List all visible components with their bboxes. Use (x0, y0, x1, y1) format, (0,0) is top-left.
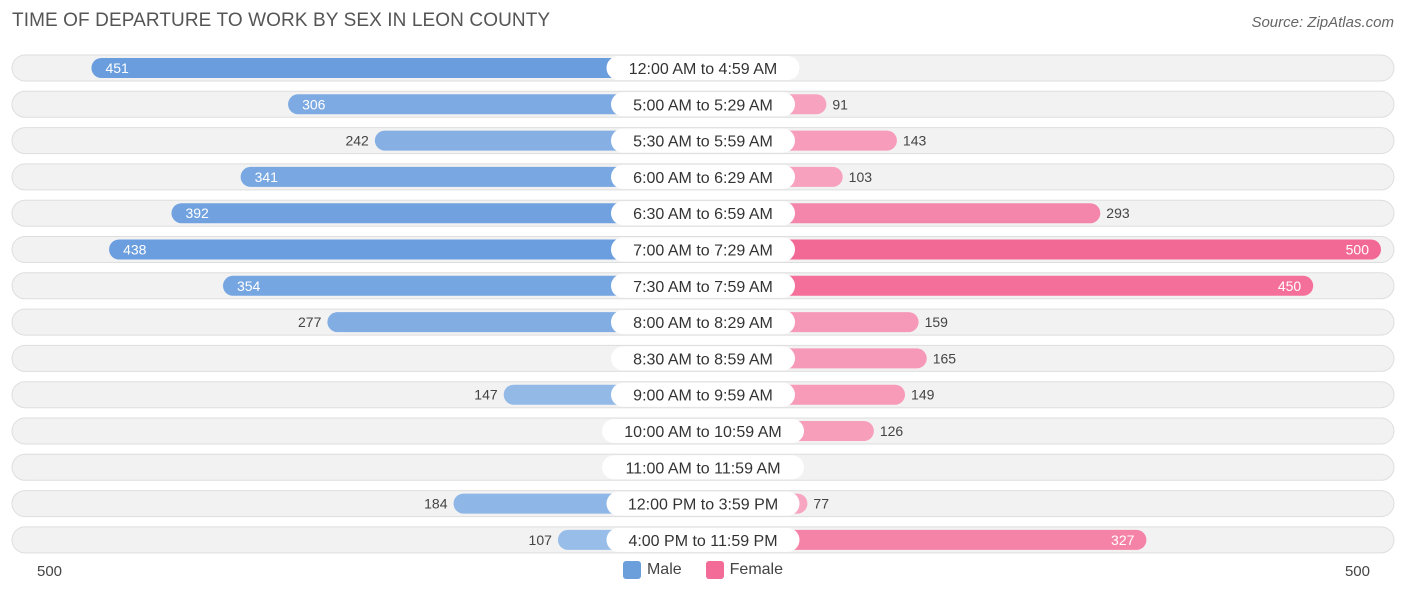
category-label: 12:00 AM to 4:59 AM (629, 61, 778, 78)
value-label-male: 438 (123, 242, 147, 258)
value-label-female: 159 (925, 314, 949, 330)
category-label: 11:00 AM to 11:59 AM (625, 460, 780, 477)
value-label-female: 126 (880, 423, 904, 439)
value-label-female: 450 (1278, 278, 1302, 294)
category-label-background (602, 419, 804, 443)
value-label-female: 293 (1106, 205, 1130, 221)
value-label-female: 165 (933, 350, 957, 366)
chart-title: TIME OF DEPARTURE TO WORK BY SEX IN LEON… (12, 10, 551, 31)
bar-male (288, 94, 703, 115)
chart-source: Source: ZipAtlas.com (1251, 14, 1394, 31)
axis-label-right: 500 (1344, 563, 1370, 580)
category-label-background (602, 455, 804, 480)
axis-label-left: 500 (37, 563, 63, 580)
value-label-male: 392 (185, 205, 209, 221)
category-label-background (606, 491, 800, 516)
legend-item-female: Female (705, 561, 784, 579)
value-label-male: 277 (298, 314, 322, 330)
category-label: 6:30 AM to 6:59 AM (633, 206, 773, 223)
value-label-male: 147 (474, 387, 498, 403)
value-label-female: 77 (813, 496, 829, 512)
category-label-background (611, 382, 795, 407)
category-label-background (611, 164, 795, 189)
value-label-male: 451 (105, 60, 129, 76)
legend-swatch-female (705, 561, 724, 579)
category-label: 5:00 AM to 5:29 AM (633, 97, 773, 114)
legend: Male Female (0, 561, 1406, 579)
category-label: 6:00 AM to 6:29 AM (633, 170, 773, 187)
value-label-female: 143 (903, 133, 927, 149)
legend-label-male: Male (646, 561, 682, 578)
category-label-background (611, 310, 795, 335)
category-label: 10:00 AM to 10:59 AM (624, 424, 781, 441)
bar-male (109, 239, 703, 260)
category-label: 8:30 AM to 8:59 AM (633, 351, 773, 368)
bar-male (222, 275, 703, 296)
category-label-background (611, 273, 795, 298)
bar-male (327, 312, 703, 333)
bar-female (703, 529, 1147, 550)
category-label: 12:00 PM to 3:59 PM (628, 497, 778, 514)
value-label-male: 107 (529, 532, 553, 548)
category-label-background (611, 237, 795, 262)
value-label-female: 103 (849, 169, 873, 185)
category-label-background (606, 527, 800, 552)
value-label-male: 354 (237, 278, 261, 294)
value-label-male: 341 (255, 169, 279, 185)
bar-male (171, 203, 703, 224)
value-label-female: 149 (911, 387, 935, 403)
value-label-male: 184 (424, 496, 448, 512)
value-label-female: 327 (1111, 532, 1135, 548)
category-label-background (611, 346, 795, 371)
category-label-background (611, 92, 795, 117)
bar-female (703, 239, 1381, 260)
legend-swatch-male (622, 561, 641, 579)
category-label-background (611, 201, 795, 226)
value-label-female: 91 (832, 96, 848, 112)
value-label-male: 242 (345, 133, 369, 149)
bar-male (240, 166, 703, 187)
category-label: 9:00 AM to 9:59 AM (633, 388, 773, 405)
category-label: 8:00 AM to 8:29 AM (633, 315, 773, 332)
category-label: 4:00 PM to 11:59 PM (628, 533, 777, 550)
category-label-background (611, 128, 795, 153)
value-label-female: 500 (1346, 242, 1370, 258)
bar-female (703, 275, 1314, 296)
category-label: 5:30 AM to 5:59 AM (633, 134, 773, 151)
bar-male (91, 58, 704, 78)
value-label-male: 306 (302, 96, 326, 112)
category-label-background (606, 56, 800, 80)
bar-female (703, 203, 1101, 224)
legend-item-male: Male (622, 561, 682, 579)
legend-label-female: Female (729, 561, 784, 578)
category-label: 7:30 AM to 7:59 AM (633, 279, 773, 296)
category-label: 7:00 AM to 7:29 AM (633, 243, 773, 260)
